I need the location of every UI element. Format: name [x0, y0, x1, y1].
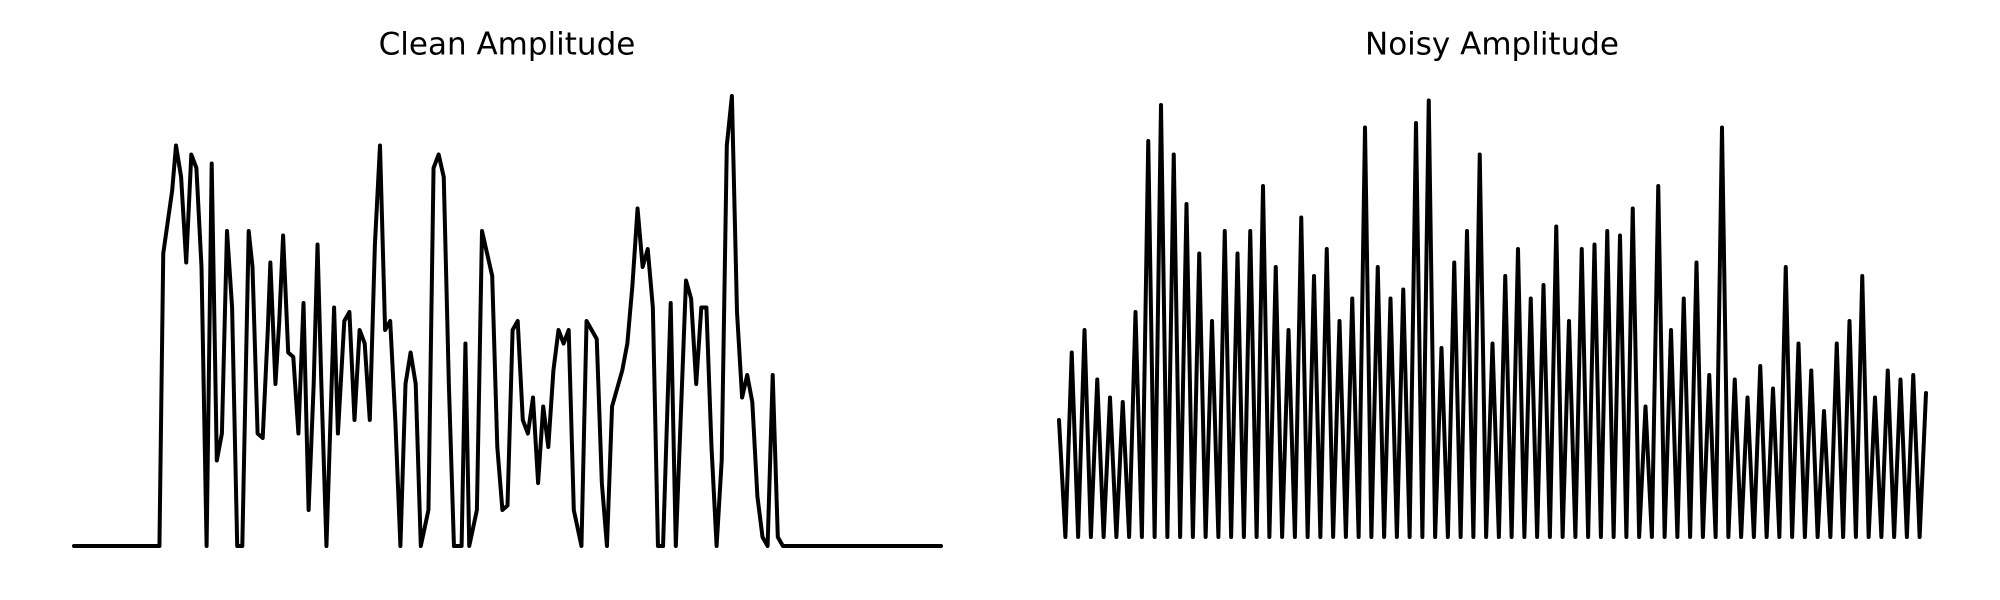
- amplitude-line: [1057, 98, 1928, 539]
- amplitude-line: [72, 94, 943, 548]
- chart-title: Noisy Amplitude: [1365, 27, 1619, 63]
- chart-title: Clean Amplitude: [379, 27, 636, 63]
